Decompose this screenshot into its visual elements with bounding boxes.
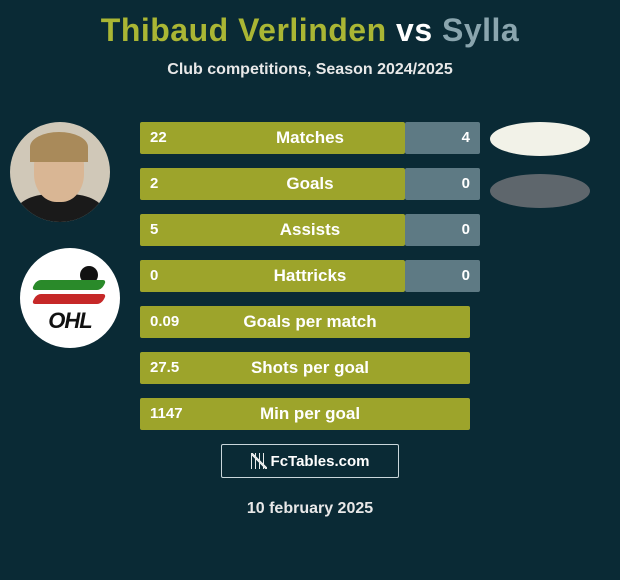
stat-value-left: 22 — [150, 122, 167, 154]
opponent-badge-1 — [490, 122, 590, 156]
left-column: OHL — [10, 122, 120, 348]
site-logo[interactable]: FcTables.com — [221, 444, 399, 478]
player-avatar — [10, 122, 110, 222]
title-player-right: Sylla — [442, 12, 519, 48]
title-vs: vs — [396, 12, 433, 48]
stat-bar-left — [140, 168, 405, 200]
stat-value-right: 4 — [462, 122, 470, 154]
right-column — [490, 122, 600, 226]
stat-row: 20Goals — [140, 168, 480, 200]
stat-value-right: 0 — [462, 214, 470, 246]
stat-row: 1147Min per goal — [140, 398, 480, 430]
title-player-left: Thibaud Verlinden — [101, 12, 387, 48]
site-name: FcTables.com — [271, 453, 370, 470]
stat-row: 224Matches — [140, 122, 480, 154]
page-title: Thibaud Verlinden vs Sylla — [0, 0, 620, 49]
stat-bar-left — [140, 122, 405, 154]
opponent-badge-2 — [490, 174, 590, 208]
stat-value-left: 2 — [150, 168, 158, 200]
stat-value-right: 0 — [462, 168, 470, 200]
stat-value-left: 5 — [150, 214, 158, 246]
stat-rows: 224Matches20Goals50Assists00Hattricks0.0… — [140, 122, 480, 444]
stat-value-left: 1147 — [150, 398, 183, 430]
stat-row: 50Assists — [140, 214, 480, 246]
stat-bar-left — [140, 260, 405, 292]
stat-row: 00Hattricks — [140, 260, 480, 292]
chart-icon — [251, 453, 267, 469]
stat-value-right: 0 — [462, 260, 470, 292]
stat-value-left: 0.09 — [150, 306, 179, 338]
report-date: 10 february 2025 — [0, 500, 620, 518]
club-code: OHL — [20, 308, 120, 334]
subtitle: Club competitions, Season 2024/2025 — [0, 61, 620, 79]
stat-bar-left — [140, 214, 405, 246]
stat-value-left: 27.5 — [150, 352, 179, 384]
stat-bar-left — [140, 352, 470, 384]
stat-bar-left — [140, 306, 470, 338]
stat-bar-left — [140, 398, 470, 430]
stat-row: 0.09Goals per match — [140, 306, 480, 338]
stat-row: 27.5Shots per goal — [140, 352, 480, 384]
club-badge: OHL — [20, 248, 120, 348]
stat-value-left: 0 — [150, 260, 158, 292]
